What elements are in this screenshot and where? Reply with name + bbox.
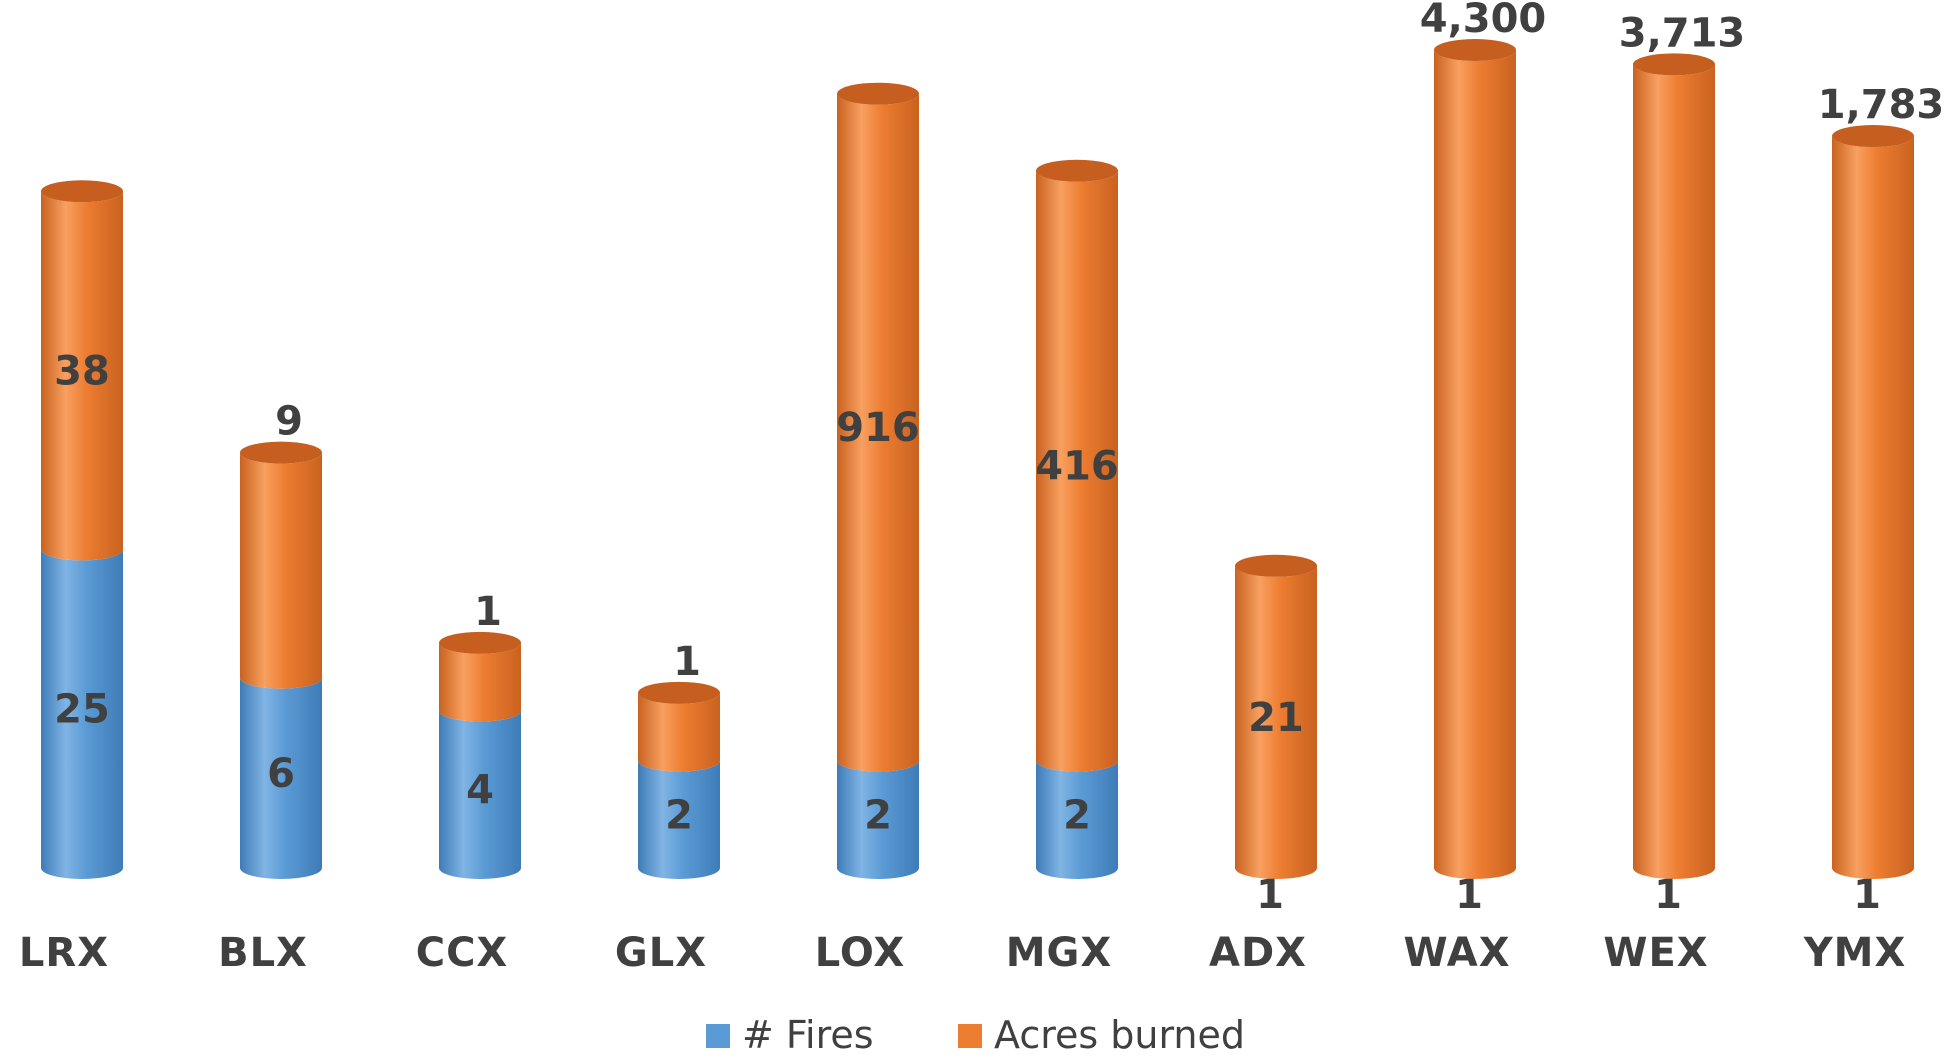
bar-acres-ccx-cap: [439, 631, 521, 654]
bar-fires-mgx: [1036, 760, 1118, 879]
bar-fires-blx-body: [240, 677, 322, 879]
bar-fires-lox-body: [837, 760, 919, 879]
bar-fires-blx: [240, 677, 322, 879]
label-fires-lrx: 25: [54, 687, 110, 733]
bar-acres-lox-body: [837, 93, 919, 772]
category-label-wax: WAX: [1403, 930, 1510, 976]
bar-acres-glx: [638, 681, 720, 772]
category-label-mgx: MGX: [1006, 930, 1112, 976]
bar-acres-wex-body: [1633, 64, 1715, 879]
bar-acres-ccx-body: [439, 642, 521, 722]
label-fires-adx: 1: [1256, 872, 1284, 918]
bar-acres-lox: [837, 82, 919, 772]
category-label-ccx: CCX: [416, 930, 509, 976]
label-fires-mgx: 2: [1063, 792, 1091, 838]
legend-item-fires-label: # Fires: [742, 1013, 874, 1057]
category-label-wex: WEX: [1603, 930, 1708, 976]
category-labels: LRX BLX CCX GLX LOX MGX ADX WAX WEX YMX: [19, 930, 1907, 976]
bar-fires-ccx: [439, 710, 521, 879]
bar-fires-glx-body: [638, 760, 720, 879]
bar-acres-lrx: [41, 180, 123, 561]
bar-acres-lox-cap: [837, 82, 919, 105]
bar-acres-wex: [1633, 53, 1715, 879]
label-fires-ccx: 4: [466, 767, 494, 813]
label-fires-blx: 6: [267, 751, 295, 797]
bar-fires-mgx-body: [1036, 760, 1118, 879]
label-fires-wex: 1: [1654, 872, 1682, 918]
category-label-adx: ADX: [1209, 930, 1307, 976]
bars-layer: [41, 39, 1914, 880]
bar-acres-wax-cap: [1434, 39, 1516, 61]
bar-acres-ymx-cap: [1832, 125, 1914, 148]
data-labels-layer: 38 25 9 6 1 4 1 2 916 2 416 2 21 1 4,300 1 3,713 1 1,783 1: [54, 0, 1944, 918]
bar-fires-lrx-body: [41, 549, 123, 879]
category-label-glx: GLX: [615, 930, 707, 976]
label-acres-lox: 916: [836, 405, 920, 451]
label-acres-mgx: 416: [1035, 444, 1119, 490]
bar-fires-lrx: [41, 549, 123, 879]
label-fires-lox: 2: [864, 792, 892, 838]
bar-acres-wax: [1434, 39, 1516, 879]
label-fires-ymx: 1: [1853, 872, 1881, 918]
label-fires-wax: 1: [1455, 872, 1483, 918]
bar-acres-wex-cap: [1633, 53, 1715, 76]
label-acres-lrx: 38: [54, 348, 110, 394]
bar-acres-blx-cap: [240, 441, 322, 464]
bar-acres-glx-cap: [638, 681, 720, 704]
bar-acres-ymx: [1832, 125, 1914, 880]
bar-acres-mgx: [1036, 159, 1118, 772]
bar-fires-glx: [638, 760, 720, 879]
bar-acres-lrx-body: [41, 191, 123, 561]
bar-acres-adx-body: [1235, 565, 1317, 879]
bar-acres-adx-cap: [1235, 554, 1317, 577]
bar-acres-mgx-body: [1036, 170, 1118, 772]
label-acres-adx: 21: [1248, 695, 1304, 741]
bar-acres-mgx-cap: [1036, 159, 1118, 182]
category-label-blx: BLX: [218, 930, 308, 976]
category-label-ymx: YMX: [1803, 930, 1907, 976]
legend-item-fires-swatch: [706, 1024, 730, 1048]
bar-acres-blx-body: [240, 452, 322, 689]
legend-item-acres: Acres burned: [958, 1013, 1245, 1057]
legend-item-acres-label: Acres burned: [994, 1013, 1245, 1057]
bar-acres-wax-body: [1434, 50, 1516, 879]
bar-fires-ccx-body: [439, 710, 521, 879]
label-fires-glx: 2: [665, 792, 693, 838]
bar-acres-lrx-cap: [41, 180, 123, 203]
bar-acres-ymx-body: [1832, 136, 1914, 880]
category-label-lox: LOX: [815, 930, 905, 976]
bar-fires-lox: [837, 760, 919, 879]
bar-acres-adx: [1235, 554, 1317, 879]
legend-item-fires: # Fires: [706, 1013, 874, 1057]
bar-acres-blx: [240, 441, 322, 689]
legend: # Fires Acres burned: [706, 1013, 1245, 1057]
label-acres-glx: 1: [673, 639, 701, 685]
bar-acres-ccx: [439, 631, 521, 722]
label-acres-wex: 3,713: [1619, 10, 1746, 56]
label-acres-wax: 4,300: [1420, 0, 1547, 42]
label-acres-blx: 9: [275, 399, 303, 445]
legend-item-acres-swatch: [958, 1024, 982, 1048]
label-acres-ccx: 1: [474, 589, 502, 635]
bar-acres-glx-body: [638, 692, 720, 772]
label-acres-ymx: 1,783: [1818, 82, 1945, 128]
category-label-lrx: LRX: [19, 930, 109, 976]
